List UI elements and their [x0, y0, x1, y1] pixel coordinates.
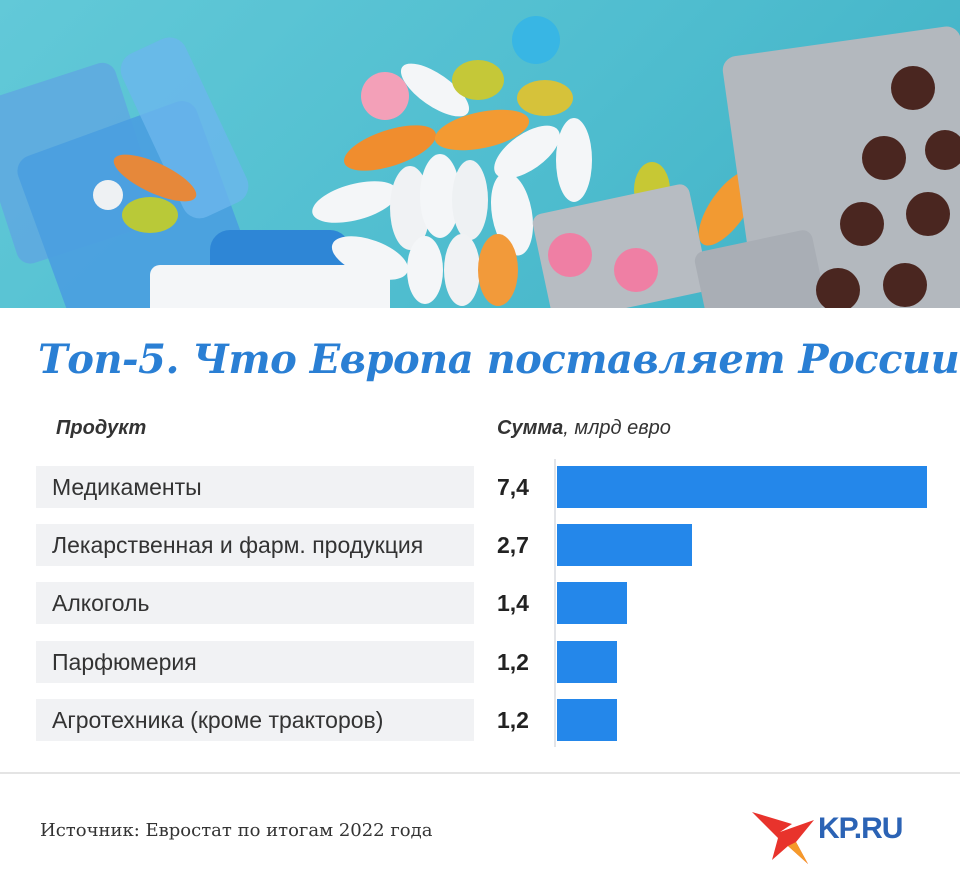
column-header-product: Продукт: [56, 417, 147, 439]
value-label: 7,4: [497, 474, 529, 500]
sum-header-bold: Сумма: [497, 417, 564, 439]
kp-logo-icon: [752, 812, 814, 864]
category-label: Лекарственная и фарм. продукция: [36, 524, 474, 566]
column-header-sum: Сумма, млрд евро: [497, 417, 671, 440]
value-label: 1,2: [497, 707, 529, 733]
category-label: Алкоголь: [36, 582, 474, 624]
category-label: Медикаменты: [36, 466, 474, 508]
pill-organizer-image: [0, 37, 390, 308]
bar: [557, 641, 617, 683]
value-label: 1,4: [497, 590, 529, 616]
chart-title: Топ-5. Что Европа поставляет России: [38, 336, 960, 383]
category-label: Парфюмерия: [36, 641, 474, 683]
value-label: 1,2: [497, 649, 529, 675]
kp-logo-text: KP.RU: [818, 812, 903, 845]
chart-axis-line: [554, 459, 556, 747]
bar: [557, 466, 927, 508]
footer-divider: [0, 772, 960, 774]
pills-image: [312, 16, 758, 306]
bar: [557, 582, 627, 624]
source-note: Источник: Евростат по итогам 2022 года: [40, 820, 433, 841]
sum-header-unit: , млрд евро: [563, 417, 671, 439]
blister-pack-image: [532, 26, 960, 308]
bar: [557, 524, 692, 566]
value-label: 2,7: [497, 532, 529, 558]
hero-image-pills: [0, 0, 960, 308]
category-label: Агротехника (кроме тракторов): [36, 699, 474, 741]
bar: [557, 699, 617, 741]
